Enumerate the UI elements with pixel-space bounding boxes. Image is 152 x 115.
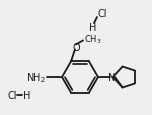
Text: N: N [108, 72, 116, 82]
Text: Cl: Cl [8, 90, 17, 100]
Text: H: H [89, 23, 97, 33]
Text: H: H [23, 90, 30, 100]
Text: NH$_2$: NH$_2$ [26, 70, 46, 84]
Text: CH$_3$: CH$_3$ [84, 33, 102, 45]
Text: O: O [72, 43, 80, 53]
Text: Cl: Cl [98, 9, 107, 19]
